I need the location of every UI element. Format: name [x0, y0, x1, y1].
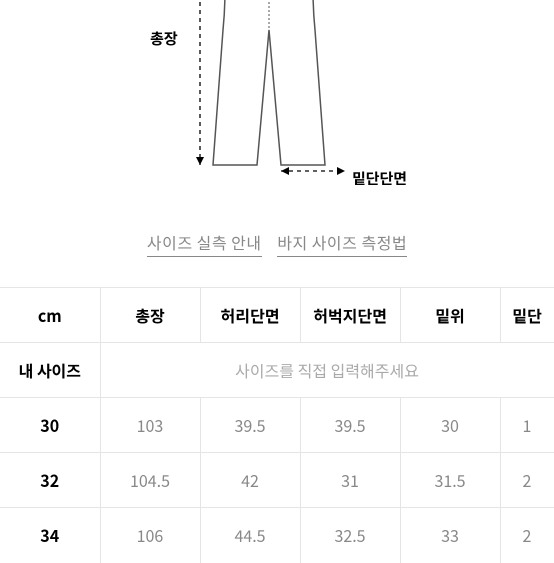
cell: 39.5	[300, 398, 400, 453]
diagram-label-length: 총장	[150, 28, 178, 49]
header-length: 총장	[100, 288, 200, 343]
size-label: 32	[0, 453, 100, 508]
size-label: 30	[0, 398, 100, 453]
cell: 30	[400, 398, 500, 453]
cell: 31	[300, 453, 400, 508]
cell: 106	[100, 508, 200, 563]
cell: 31.5	[400, 453, 500, 508]
cell: 33	[400, 508, 500, 563]
links-row: 사이즈 실측 안내 바지 사이즈 측정법	[0, 230, 554, 257]
measure-method-link[interactable]: 바지 사이즈 측정법	[277, 230, 407, 257]
table-header-row: cm 총장 허리단면 허벅지단면 밑위 밑단	[0, 288, 554, 343]
header-rise: 밑위	[400, 288, 500, 343]
header-hem: 밑단	[500, 288, 554, 343]
cell: 42	[200, 453, 300, 508]
cell: 39.5	[200, 398, 300, 453]
cell: 32.5	[300, 508, 400, 563]
mysize-placeholder[interactable]: 사이즈를 직접 입력해주세요	[100, 343, 554, 398]
table-row: 34 106 44.5 32.5 33 2	[0, 508, 554, 563]
mysize-label: 내 사이즈	[0, 343, 100, 398]
size-label: 34	[0, 508, 100, 563]
diagram-label-hem: 밑단단면	[352, 168, 407, 189]
cell: 1	[500, 398, 554, 453]
mysize-row[interactable]: 내 사이즈 사이즈를 직접 입력해주세요	[0, 343, 554, 398]
pants-outline-svg	[195, 0, 355, 190]
table-row: 30 103 39.5 39.5 30 1	[0, 398, 554, 453]
cell: 2	[500, 508, 554, 563]
cell: 44.5	[200, 508, 300, 563]
size-guide-link[interactable]: 사이즈 실측 안내	[147, 230, 262, 257]
header-thigh: 허벅지단면	[300, 288, 400, 343]
header-unit: cm	[0, 288, 100, 343]
cell: 103	[100, 398, 200, 453]
cell: 2	[500, 453, 554, 508]
table-row: 32 104.5 42 31 31.5 2	[0, 453, 554, 508]
pants-diagram: 총장 밑단단면	[0, 0, 554, 200]
cell: 104.5	[100, 453, 200, 508]
size-table: cm 총장 허리단면 허벅지단면 밑위 밑단 내 사이즈 사이즈를 직접 입력해…	[0, 287, 554, 563]
header-waist: 허리단면	[200, 288, 300, 343]
